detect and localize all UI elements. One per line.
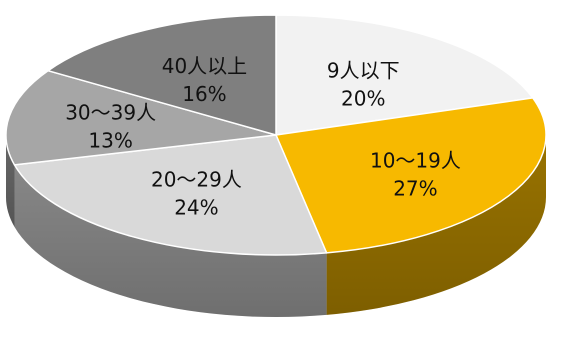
slice-label-0: 9人以下 [327,59,400,83]
pie-slices [6,15,546,255]
slice-value-2: 24% [174,196,218,220]
slice-label-4: 40人以上 [162,54,247,78]
slice-value-4: 16% [182,82,226,106]
slice-value-0: 20% [341,87,385,111]
slice-value-3: 13% [88,128,132,152]
slice-label-3: 30～39人 [65,100,156,124]
slice-label-1: 10～19人 [370,149,461,173]
slice-label-2: 20～29人 [151,168,242,192]
slice-value-1: 27% [393,177,437,201]
